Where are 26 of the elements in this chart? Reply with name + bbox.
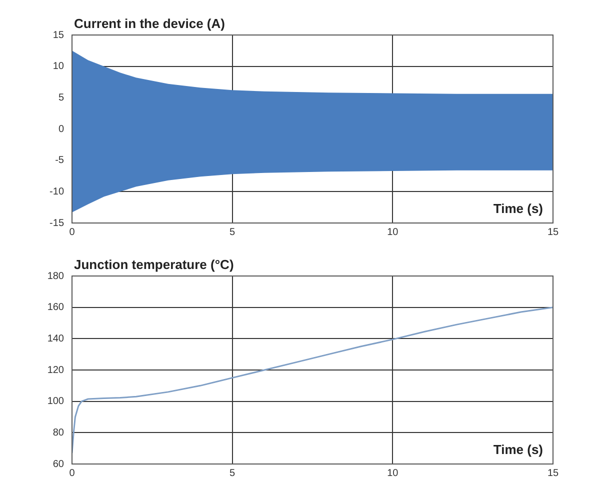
y-tick-label: 80: [52, 427, 64, 438]
y-tick-label: 60: [52, 458, 64, 470]
x-tick-label: 10: [387, 468, 399, 479]
x-axis-title: Time (s): [493, 442, 543, 458]
x-tick-label: 10: [387, 226, 399, 238]
y-tick-label: -5: [55, 155, 64, 166]
chart-title: Junction temperature (°C): [74, 257, 234, 272]
x-tick-label: 15: [547, 468, 559, 479]
chart-title: Current in the device (A): [74, 16, 225, 32]
x-tick-label: 0: [69, 226, 76, 238]
y-tick-label: -15: [50, 218, 64, 229]
y-tick-label: 5: [58, 92, 64, 104]
y-tick-label: 140: [47, 333, 64, 344]
y-tick-label: 180: [47, 270, 64, 282]
y-tick-label: 100: [47, 396, 64, 408]
y-tick-label: 15: [52, 30, 64, 41]
y-tick-label: 120: [47, 364, 64, 376]
y-tick-label: 0: [58, 124, 64, 135]
x-tick-label: 15: [547, 226, 559, 238]
y-tick-label: -10: [50, 186, 64, 198]
y-tick-label: 160: [47, 302, 64, 314]
x-axis-title: Time (s): [493, 201, 543, 216]
y-tick-label: 10: [52, 61, 64, 72]
x-tick-label: 5: [230, 226, 236, 238]
x-tick-label: 0: [69, 468, 76, 479]
x-tick-label: 5: [230, 468, 236, 479]
